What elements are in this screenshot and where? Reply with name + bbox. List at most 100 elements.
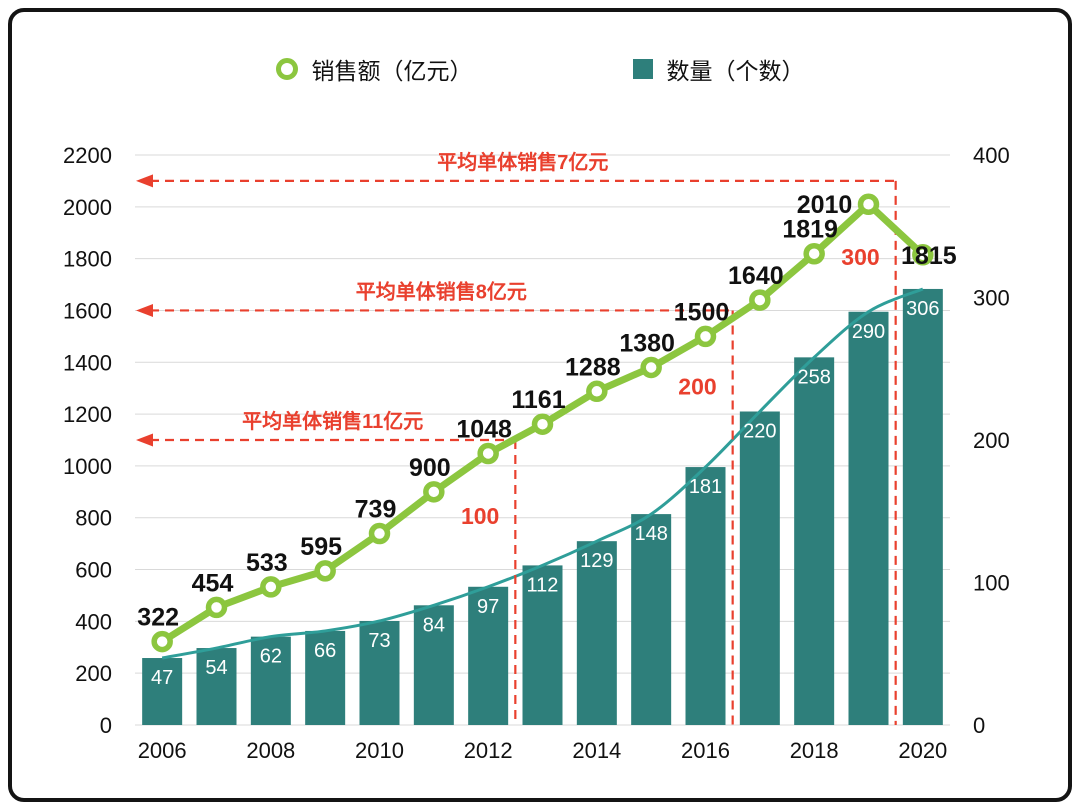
left-axis-tick-label: 400	[75, 609, 112, 634]
x-axis-tick-label: 2018	[790, 738, 839, 763]
sales-value-label: 1048	[456, 415, 512, 443]
right-axis-tick-label: 400	[973, 143, 1010, 168]
sales-point-marker	[749, 289, 771, 311]
sales-point-marker	[368, 522, 391, 545]
x-axis-tick-label: 2014	[572, 738, 621, 763]
bar	[468, 586, 509, 725]
count-threshold-label: 100	[461, 503, 499, 529]
bar-value-label: 148	[634, 523, 667, 545]
sales-point-marker	[314, 560, 336, 582]
sales-point-marker	[694, 325, 717, 348]
legend-label-count: 数量（个数）	[666, 58, 805, 84]
sales-point-marker	[640, 356, 662, 379]
bar	[250, 636, 291, 725]
left-axis-tick-label: 1400	[63, 350, 112, 375]
sales-point-marker	[477, 442, 499, 465]
legend: 销售额（亿元） 数量（个数）	[0, 52, 1080, 86]
line-series-marker-icon	[275, 58, 298, 80]
bar	[576, 541, 617, 725]
bar	[848, 311, 889, 725]
avg-sales-annotation-label: 平均单体销售7亿元	[437, 150, 608, 174]
left-axis-tick-label: 200	[75, 661, 112, 686]
sales-point-marker	[205, 596, 228, 619]
bar	[522, 565, 563, 725]
left-axis-tick-label: 1000	[63, 454, 112, 479]
sales-value-label: 454	[192, 569, 234, 597]
sales-value-label: 2010	[797, 191, 853, 219]
x-axis-tick-label: 2008	[246, 738, 295, 763]
legend-label-sales: 销售额（亿元）	[311, 58, 473, 84]
count-threshold-label: 200	[678, 373, 716, 399]
x-axis-tick-label: 2006	[138, 738, 187, 763]
x-axis-tick-label: 2012	[464, 738, 513, 763]
sales-value-label: 595	[300, 533, 342, 561]
sales-value-label: 533	[246, 549, 288, 577]
bar-value-label: 306	[906, 298, 939, 320]
bar-series-marker-icon	[632, 59, 653, 79]
bar	[142, 658, 183, 725]
left-axis-tick-label: 800	[75, 506, 112, 531]
sales-point-marker	[531, 413, 554, 435]
sales-point-marker	[803, 242, 825, 265]
bar-value-label: 73	[368, 630, 390, 652]
bar	[739, 411, 780, 725]
sales-value-label: 1288	[565, 353, 621, 381]
left-arrowhead-icon	[136, 433, 153, 447]
sales-point-marker	[912, 244, 934, 266]
avg-sales-annotation-label: 平均单体销售11亿元	[242, 409, 423, 433]
x-axis-tick-label: 2020	[898, 738, 947, 763]
left-axis-tick-label: 1200	[63, 402, 112, 427]
right-axis-tick-label: 100	[973, 571, 1010, 596]
sales-point-marker	[260, 576, 282, 598]
sales-value-label: 1500	[674, 298, 730, 326]
bar-value-label: 54	[205, 657, 227, 679]
sales-point-marker	[586, 380, 608, 403]
left-axis-tick-label: 600	[75, 558, 112, 583]
bar-value-label: 181	[689, 476, 722, 498]
bar-value-label: 97	[477, 596, 499, 618]
left-axis-tick-label: 0	[100, 713, 112, 738]
count-trend-curve	[161, 287, 924, 660]
sales-value-label: 322	[137, 604, 179, 632]
left-arrowhead-icon	[136, 174, 153, 188]
right-axis-tick-label: 300	[973, 286, 1010, 311]
legend-item-sales: 销售额（亿元）	[275, 52, 473, 86]
sales-value-label: 1161	[511, 386, 565, 414]
bar	[196, 648, 237, 725]
left-axis-tick-label: 2000	[63, 195, 112, 220]
sales-value-label: 739	[355, 496, 397, 524]
right-axis-tick-label: 200	[973, 428, 1010, 453]
sales-value-label: 1640	[728, 262, 784, 290]
sales-value-label: 1380	[619, 329, 675, 357]
legend-item-count: 数量（个数）	[632, 52, 805, 86]
bar-value-label: 66	[314, 640, 336, 662]
bar	[631, 514, 672, 725]
x-axis-tick-label: 2010	[355, 738, 404, 763]
bar-value-label: 112	[527, 574, 559, 596]
sales-value-label: 900	[409, 454, 451, 482]
bar-value-label: 84	[423, 614, 445, 636]
bar-value-label: 258	[797, 366, 830, 388]
sales-point-marker	[857, 193, 880, 215]
bar	[305, 630, 346, 725]
bar-value-label: 290	[852, 321, 885, 343]
bar-value-label: 62	[260, 646, 282, 668]
bar	[413, 605, 454, 725]
bar-value-label: 220	[743, 421, 776, 443]
sales-point-marker	[423, 481, 445, 503]
sales-value-label: 1815	[901, 242, 957, 270]
avg-sales-annotation-label: 平均单体销售8亿元	[356, 279, 527, 303]
x-axis-tick-label: 2016	[681, 738, 730, 763]
sales-point-marker	[151, 630, 173, 653]
bar	[794, 357, 835, 725]
right-axis-tick-label: 0	[973, 713, 985, 738]
bar-value-label: 129	[580, 550, 613, 572]
left-arrowhead-icon	[136, 303, 153, 317]
sales-value-label: 1819	[782, 216, 838, 244]
left-axis-tick-label: 1600	[63, 298, 112, 323]
bar	[359, 620, 400, 725]
left-axis-tick-label: 1800	[63, 247, 112, 272]
count-threshold-label: 300	[841, 244, 879, 270]
